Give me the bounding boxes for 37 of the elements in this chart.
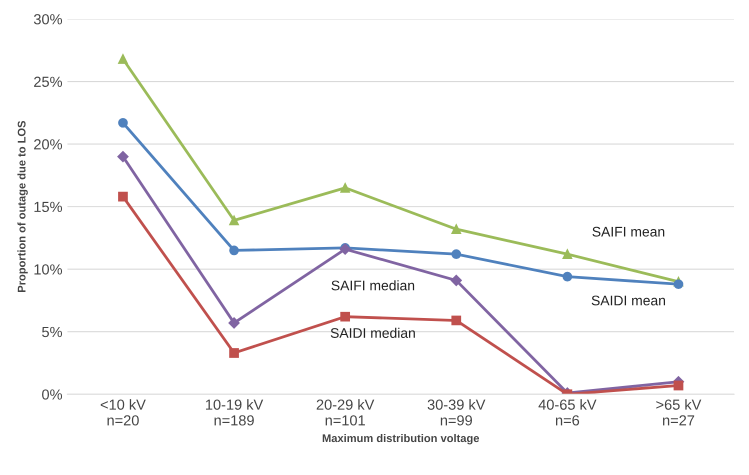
x-tick-label: 10-19 kV n=189 — [206, 399, 264, 426]
point — [229, 216, 239, 226]
point — [451, 224, 462, 234]
point — [229, 348, 239, 358]
point — [451, 316, 462, 326]
x-tick-label: 30-39 kV n=99 — [428, 399, 486, 426]
y-tick-label: 5% — [42, 326, 62, 338]
point — [450, 274, 462, 286]
y-axis-title: Proportion of outage due to LOS — [17, 120, 28, 292]
point — [562, 272, 572, 282]
point — [118, 54, 128, 64]
series-label: SAIFI median — [332, 280, 414, 290]
x-tick-label: 40-65 kV n=6 — [538, 399, 596, 426]
point — [228, 317, 240, 329]
y-tick-label: 25% — [34, 76, 62, 87]
y-tick-label: 0% — [42, 389, 62, 400]
point — [451, 249, 462, 260]
x-tick-label: 20-29 kV n=101 — [316, 399, 374, 426]
point — [229, 246, 239, 256]
point — [118, 192, 128, 202]
series-label: SAIFI mean — [592, 226, 664, 237]
y-tick-label: 20% — [34, 139, 62, 150]
series-label: SAIDI median — [330, 328, 415, 338]
y-tick-label: 10% — [34, 264, 62, 275]
y-tick-label: 30% — [34, 14, 62, 24]
x-tick-label: <10 kV n=20 — [100, 399, 146, 426]
point — [562, 249, 572, 260]
point — [674, 380, 684, 390]
point — [340, 183, 350, 193]
x-axis-title: Maximum distribution voltage — [322, 434, 480, 444]
point — [674, 279, 684, 290]
point — [118, 118, 128, 128]
y-tick-label: 15% — [34, 202, 62, 212]
point — [117, 150, 129, 162]
series-label: SAIDI mean — [592, 296, 666, 306]
point — [340, 312, 350, 322]
x-tick-label: >65 kV n=27 — [656, 399, 702, 426]
